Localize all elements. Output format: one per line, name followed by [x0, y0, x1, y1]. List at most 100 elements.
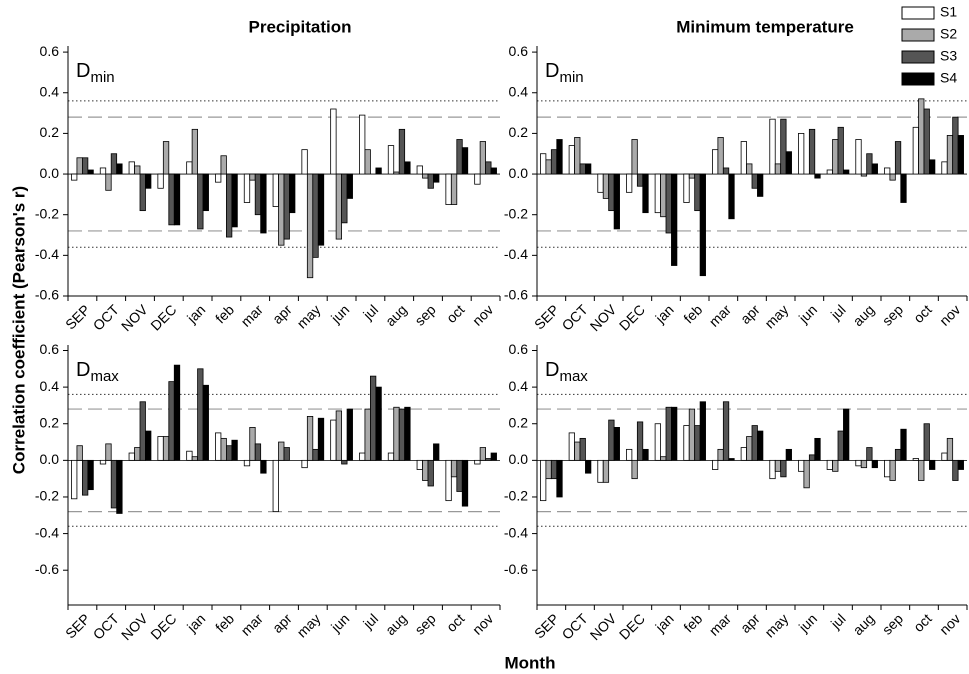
bar: [231, 173, 238, 228]
x-tick-label: feb: [680, 610, 705, 635]
x-tick-label: sep: [411, 610, 438, 637]
bar: [168, 173, 175, 226]
x-tick-label: mar: [706, 301, 735, 330]
bar: [912, 126, 919, 175]
bar: [722, 167, 730, 175]
bar: [550, 459, 558, 480]
bar: [832, 459, 839, 472]
x-tick-label: aug: [850, 610, 878, 638]
bar: [837, 430, 844, 461]
bar: [202, 384, 209, 461]
bar: [843, 169, 850, 175]
bar: [433, 173, 440, 183]
bar: [278, 441, 285, 461]
x-tick-label: NOV: [587, 301, 620, 334]
bar: [427, 173, 434, 189]
bar: [479, 447, 486, 461]
x-tick-label: sep: [879, 610, 906, 637]
bar: [912, 458, 919, 461]
bar: [404, 406, 411, 461]
bar: [843, 408, 850, 461]
bar: [894, 141, 902, 175]
bar: [814, 173, 821, 179]
bar: [479, 141, 486, 175]
x-tick-label: may: [761, 301, 791, 331]
bar: [884, 167, 891, 175]
x-axis-label: Month: [505, 653, 556, 672]
x-tick-label: SEP: [531, 301, 562, 332]
bar: [751, 173, 758, 189]
x-tick-label: nov: [469, 301, 496, 328]
bar: [306, 173, 314, 279]
bar: [540, 153, 547, 175]
bar: [871, 459, 878, 469]
legend-swatch: [901, 6, 935, 20]
x-tick-label: apr: [269, 610, 295, 636]
bar: [312, 448, 319, 461]
bar: [82, 157, 89, 175]
bar: [688, 408, 696, 461]
bar: [461, 147, 469, 175]
x-tick-label: jun: [327, 610, 352, 635]
bar: [139, 173, 146, 212]
bar: [173, 364, 181, 461]
bar: [450, 459, 458, 478]
bar: [157, 436, 164, 461]
panel-label-main: D: [76, 359, 90, 381]
x-tick-label: mar: [238, 301, 267, 330]
y-tick-label: -0.2: [504, 205, 528, 221]
bar: [728, 458, 735, 461]
y-tick-label: 0.6: [509, 43, 529, 59]
bar: [900, 173, 907, 203]
bar: [579, 437, 586, 461]
legend-label: S1: [940, 4, 957, 20]
bar: [330, 419, 337, 461]
bar: [456, 139, 463, 175]
bar: [929, 159, 936, 175]
bar: [231, 439, 238, 461]
bar: [346, 173, 353, 199]
bar: [197, 368, 204, 461]
bar: [631, 139, 638, 175]
y-tick-label: 0.4: [509, 378, 529, 394]
bar: [375, 386, 382, 461]
x-tick-label: DEC: [147, 301, 179, 333]
bar: [404, 161, 411, 175]
bar: [341, 173, 348, 224]
panel-label-sub: min: [559, 69, 583, 86]
y-tick-label: 0.6: [509, 341, 529, 357]
x-tick-label: feb: [212, 301, 237, 326]
legend-label: S2: [940, 26, 957, 42]
bar: [445, 173, 452, 205]
x-tick-label: may: [294, 301, 324, 331]
x-tick-label: jul: [827, 301, 849, 323]
bar: [757, 173, 764, 197]
x-tick-label: DEC: [616, 301, 648, 333]
bar: [191, 128, 199, 175]
bar: [814, 437, 821, 461]
bar: [941, 452, 948, 461]
x-tick-label: SEP: [531, 610, 562, 641]
y-axis-label: Correlation coefficient (Pearson's r): [9, 186, 28, 474]
bar: [568, 145, 575, 175]
x-tick-label: mar: [238, 610, 267, 639]
bar: [654, 423, 661, 461]
bar: [832, 139, 839, 175]
bar: [602, 459, 610, 483]
bar: [416, 459, 423, 470]
bar: [278, 173, 285, 246]
x-tick-label: feb: [680, 301, 705, 326]
x-tick-label: sep: [411, 301, 438, 328]
x-tick-label: aug: [382, 610, 410, 638]
x-tick-label: nov: [936, 610, 963, 637]
bar: [900, 428, 907, 461]
x-tick-label: oct: [443, 610, 468, 635]
bar: [359, 114, 366, 175]
bar: [369, 375, 377, 461]
bar: [202, 173, 209, 212]
bar: [855, 139, 862, 175]
x-tick-label: feb: [212, 610, 237, 635]
bar: [826, 169, 833, 175]
bar: [398, 408, 406, 461]
